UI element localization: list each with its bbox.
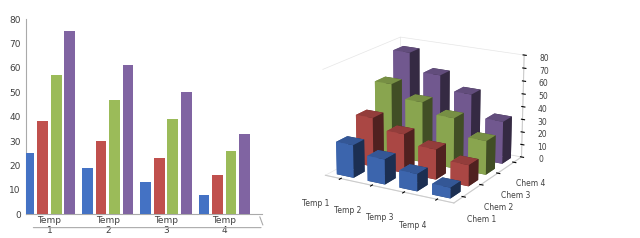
Bar (123, 65, 133, 214)
Bar (95, 141, 106, 214)
Bar (226, 151, 236, 214)
Bar (51, 75, 61, 214)
Bar (109, 99, 120, 214)
Bar (168, 119, 178, 214)
Bar (181, 92, 191, 214)
Bar (37, 122, 48, 214)
Bar (239, 134, 250, 214)
Bar (199, 195, 209, 214)
Bar (154, 158, 164, 214)
Bar (212, 175, 223, 214)
Bar (65, 31, 75, 214)
Bar (140, 183, 151, 214)
Bar (24, 153, 35, 214)
Legend: Chem 1, Chem 2, Chem 3, Chem 4: Chem 1, Chem 2, Chem 3, Chem 4 (390, 34, 446, 90)
Bar (82, 168, 93, 214)
